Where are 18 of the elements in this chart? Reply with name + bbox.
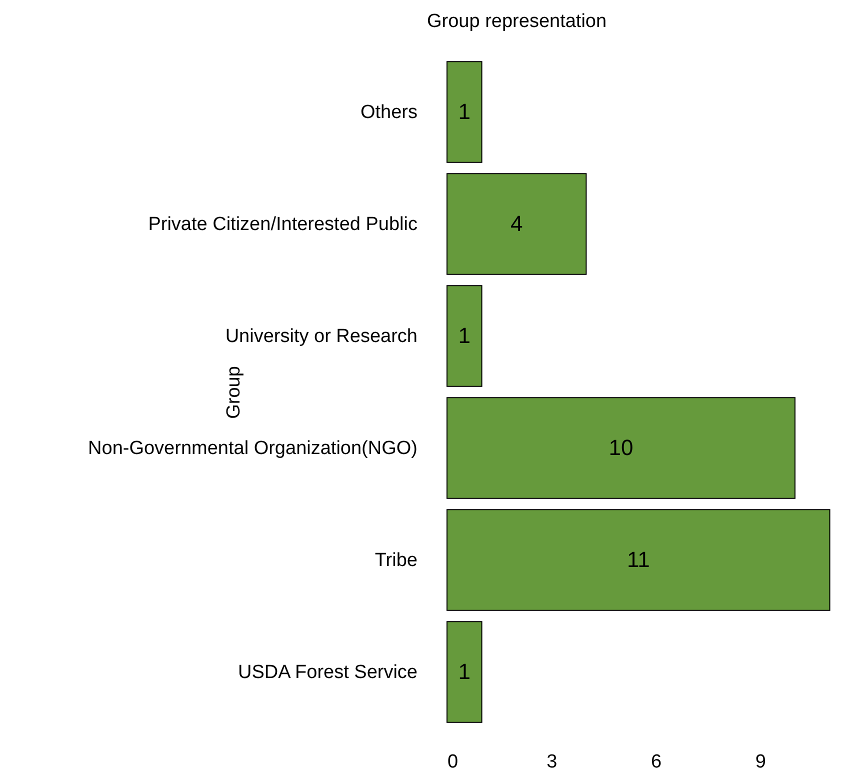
x-tick-label: 6	[651, 752, 662, 772]
data-label: 4	[510, 211, 523, 236]
data-label: 1	[458, 323, 471, 348]
x-tick-label: 3	[546, 752, 558, 772]
y-tick-label: USDA Forest Service	[238, 662, 418, 683]
data-label: 11	[626, 547, 650, 572]
data-label: 10	[608, 435, 634, 460]
y-tick-label: Non-Governmental Organization(NGO)	[88, 438, 418, 459]
chart-title: Group representation	[427, 11, 607, 32]
x-tick-label: 0	[448, 752, 458, 772]
y-tick-label: Private Citizen/Interested Public	[148, 214, 418, 235]
x-tick-label: 9	[755, 752, 766, 772]
data-label: 1	[458, 659, 471, 684]
y-axis-title: Group	[224, 366, 244, 419]
y-tick-label: University or Research	[225, 326, 418, 347]
y-tick-label: Others	[360, 102, 418, 123]
data-label: 1	[458, 99, 471, 124]
y-tick-label: Tribe	[374, 550, 418, 571]
